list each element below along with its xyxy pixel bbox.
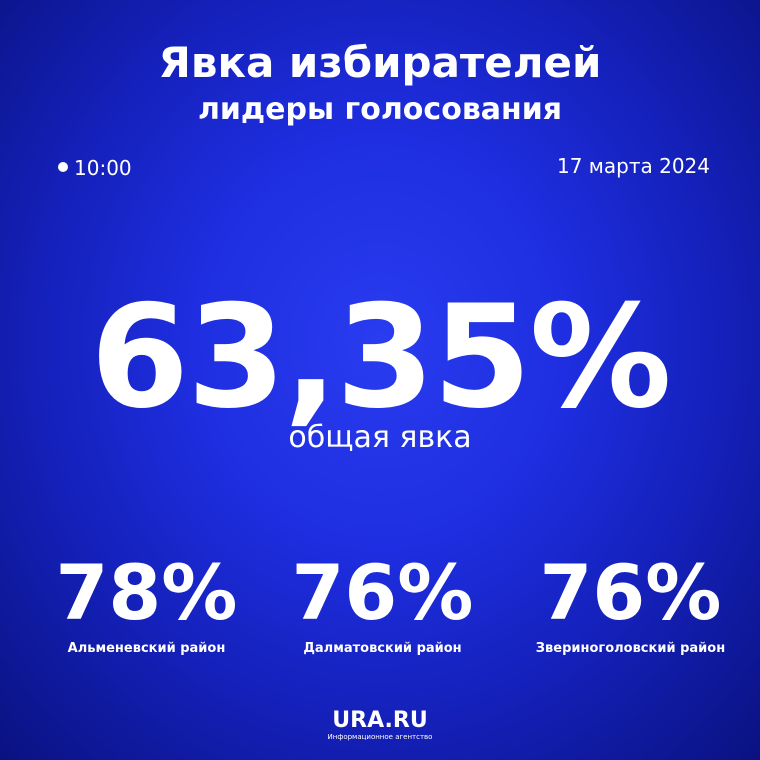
leader: 78% Альменевский район [20, 548, 273, 656]
total-label: общая явка [288, 420, 472, 455]
total-turnout: 63,35% [90, 275, 671, 440]
leader: 76% Далматовский район [256, 548, 509, 656]
subtitle: лидеры голосования [197, 92, 563, 127]
leader-value: 76% [291, 548, 474, 637]
leader-label: Далматовский район [303, 641, 462, 656]
title: Явка избирателей [158, 38, 602, 87]
leader-label: Звериноголовский район [535, 641, 726, 656]
time: 10:00 [74, 156, 132, 180]
brand: URA.RU [332, 708, 428, 733]
leader: 76% Звериноголовский район [504, 548, 757, 656]
leader-value: 78% [55, 548, 238, 637]
leader-value: 76% [539, 548, 722, 637]
leader-label: Альменевский район [67, 641, 226, 656]
date: 17 марта 2024 [556, 154, 710, 178]
clock-icon [58, 162, 68, 172]
tagline: Информационное агентство [327, 733, 433, 741]
